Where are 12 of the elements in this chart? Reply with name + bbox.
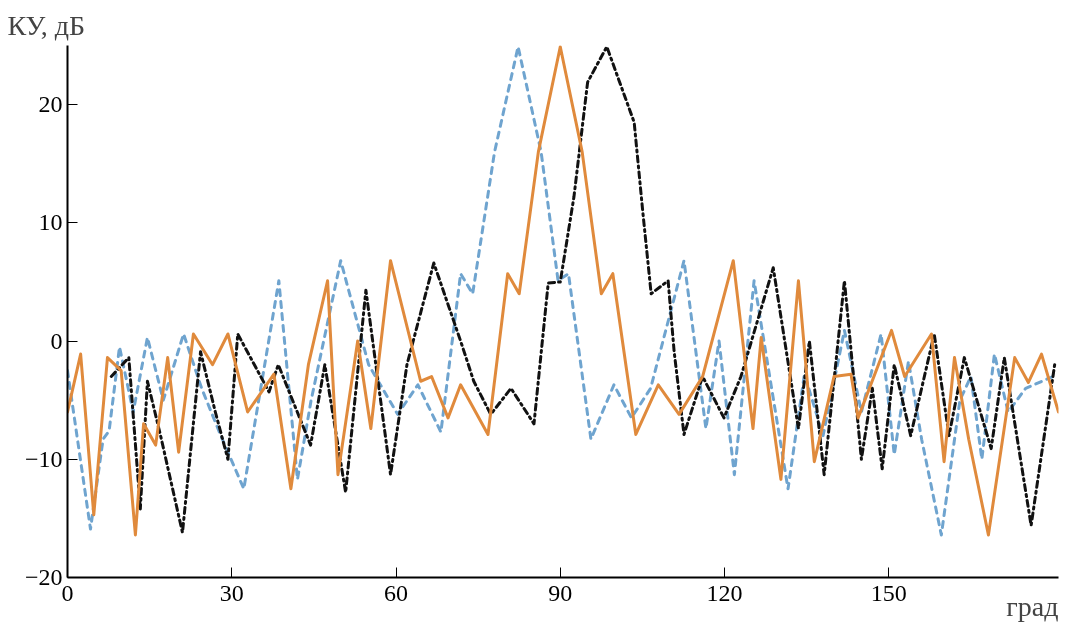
y-tick-label: 10	[38, 209, 63, 236]
x-tick-label: 60	[384, 579, 409, 606]
y-axis-title: КУ, дБ	[7, 9, 86, 41]
x-axis-title: град	[1006, 590, 1059, 622]
x-tick-label: 120	[706, 579, 743, 606]
y-tick-label: −10	[24, 445, 63, 472]
y-tick-label: 20	[38, 91, 63, 118]
y-tick-label: 0	[50, 327, 63, 354]
x-tick-label: 30	[219, 579, 244, 606]
y-tick-label: −20	[24, 564, 63, 590]
x-tick-label: 90	[548, 579, 573, 606]
x-tick-label: 150	[870, 579, 907, 606]
